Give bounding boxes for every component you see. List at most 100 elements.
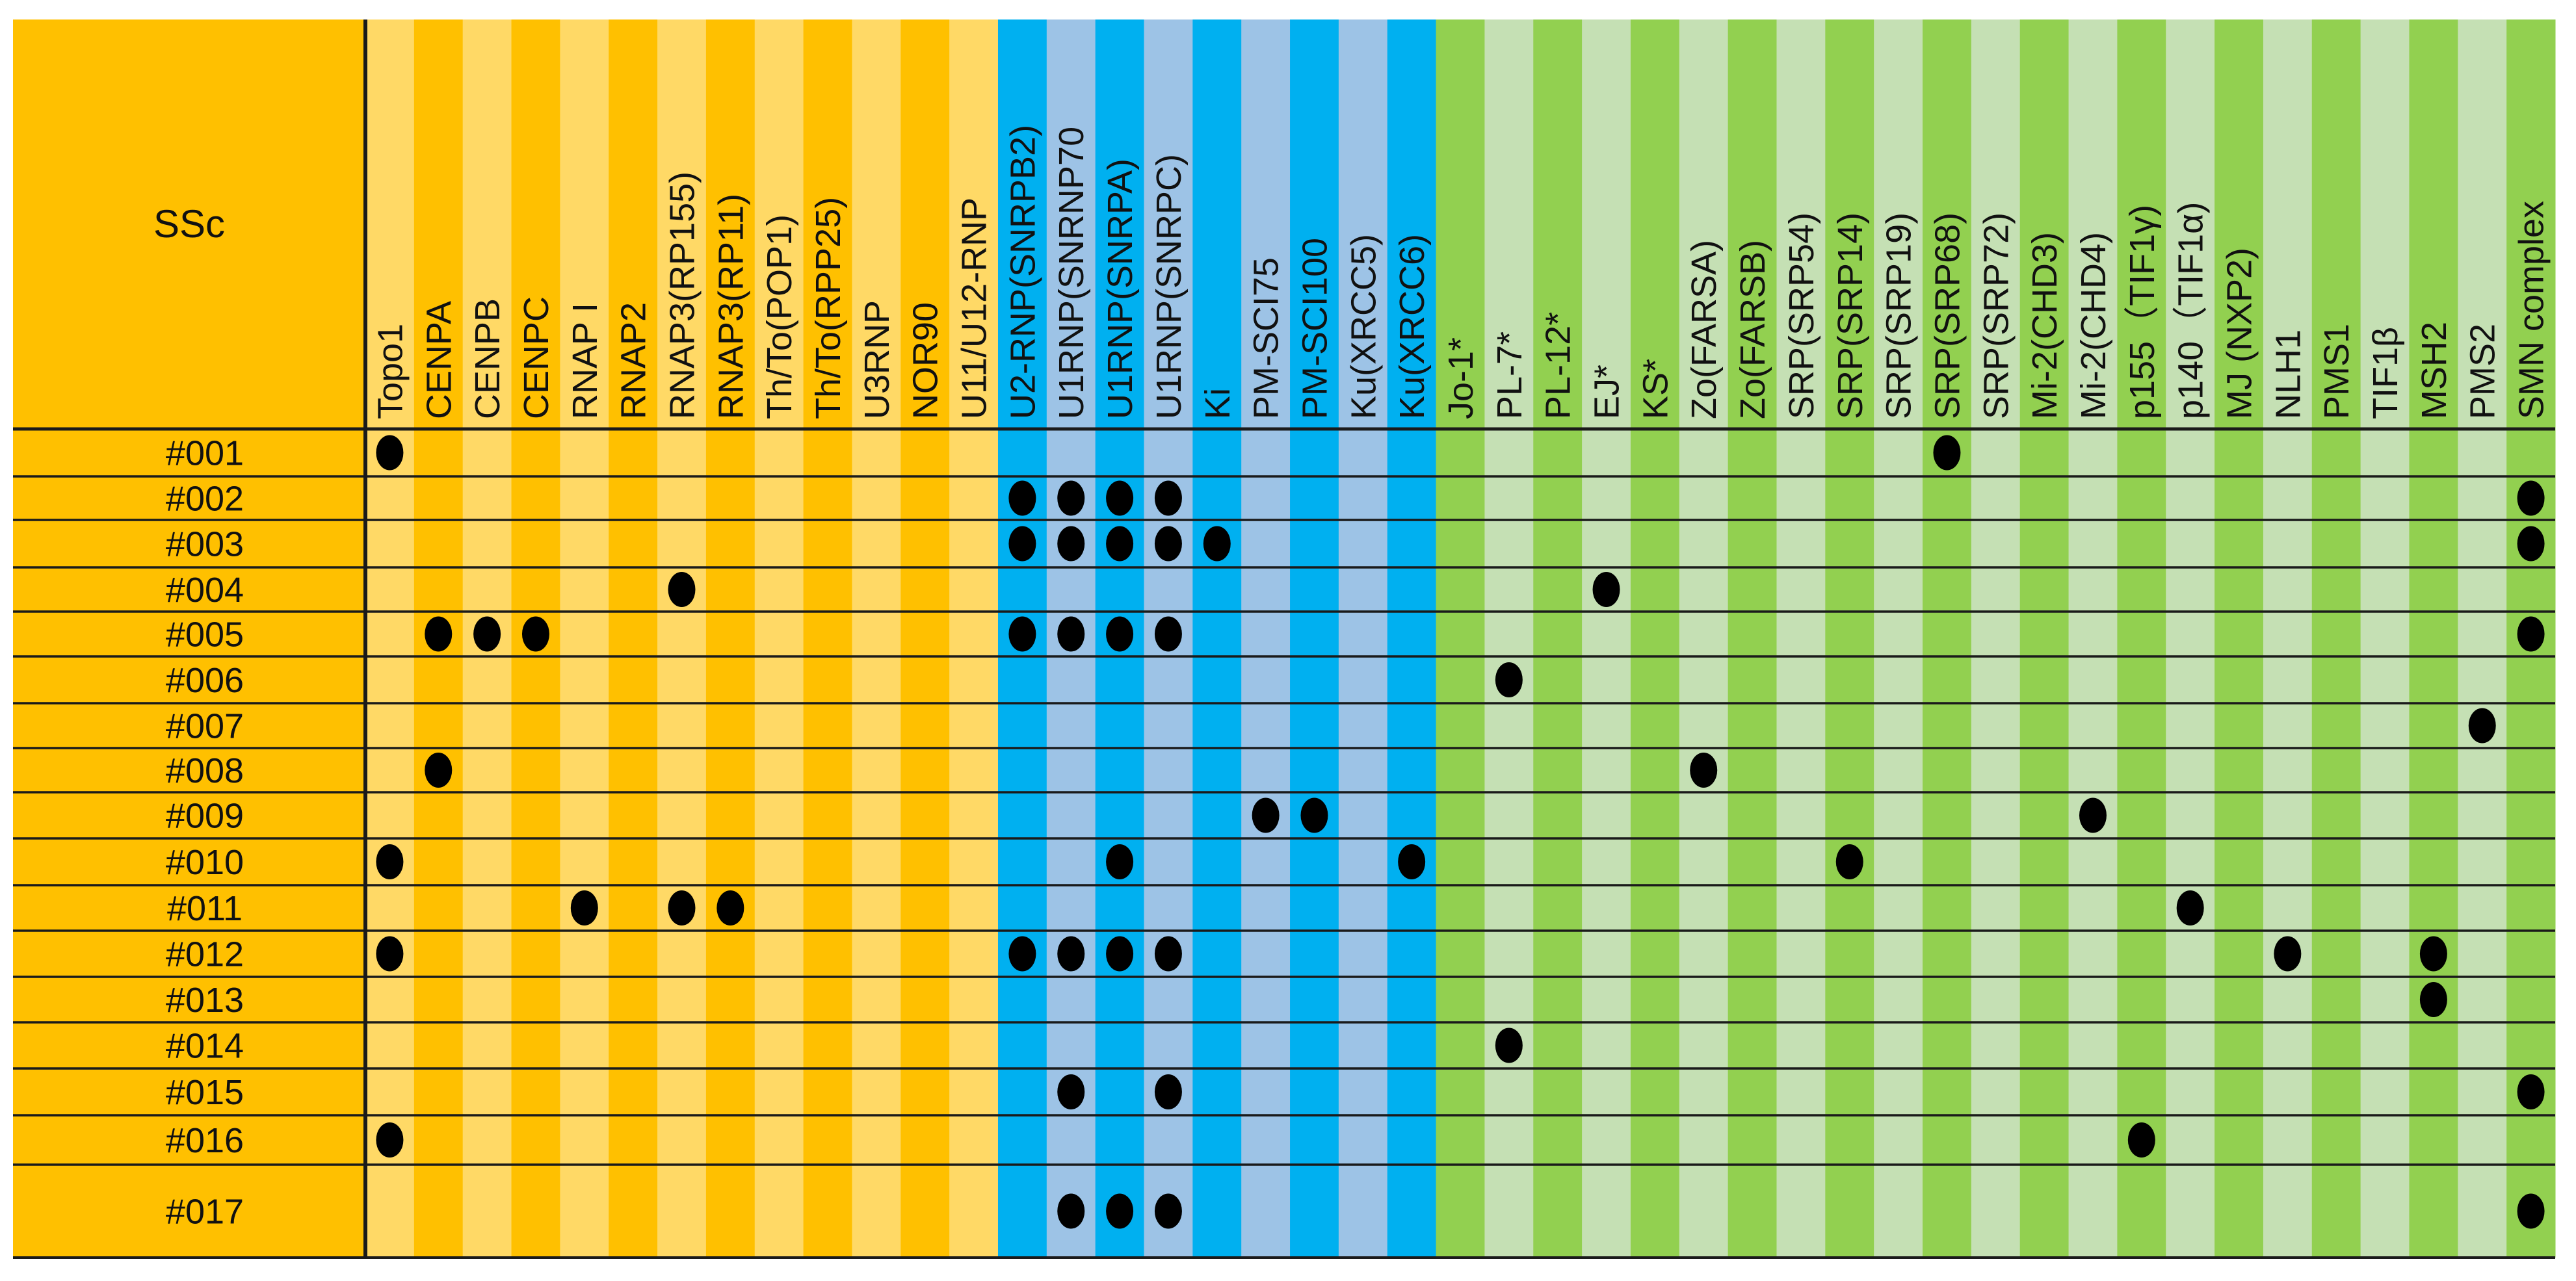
positive-dot <box>425 753 453 788</box>
column-label: U1RNP(SNRPA) <box>1101 159 1140 419</box>
positive-dot <box>1106 480 1134 516</box>
positive-dot <box>668 572 696 607</box>
column-label: p140（TIF1α) <box>2172 202 2211 419</box>
row-label: #001 <box>166 434 244 473</box>
positive-dot <box>1106 616 1134 652</box>
column-labels: Topo1 CENPA CENPB CENPC RNAP I RNAP2 RNAP3(RP1… <box>371 125 2551 419</box>
column-label: PL-7* <box>1490 331 1529 419</box>
positive-dot <box>1057 616 1085 652</box>
column-label: CENPA <box>419 301 458 419</box>
column-bg-u3rnp <box>852 19 901 1258</box>
column-label: MSH2 <box>2415 322 2454 419</box>
column-label: U2-RNP(SNRPB2) <box>1003 125 1042 419</box>
positive-dot <box>2517 526 2545 562</box>
row-label: #014 <box>166 1027 244 1066</box>
column-bg-pl-7- <box>1484 19 1534 1258</box>
positive-dot <box>1106 844 1134 879</box>
column-label: SRP(SRP68) <box>1928 213 1967 419</box>
column-label: SRP(SRP54) <box>1782 213 1821 419</box>
column-label: RNAP2 <box>614 302 653 419</box>
row-label: #015 <box>166 1073 244 1112</box>
positive-dot <box>2274 936 2302 972</box>
column-label: U11/U12-RNP <box>955 198 994 419</box>
positive-dot <box>2176 890 2204 925</box>
positive-dot <box>1008 480 1036 516</box>
positive-dot <box>1106 936 1134 972</box>
column-label: SRP(SRP19) <box>1880 213 1919 419</box>
column-label: Mi-2(CHD3) <box>2025 232 2064 419</box>
column-bg-rnap2 <box>609 19 658 1258</box>
column-bg-ki <box>1192 19 1242 1258</box>
column-label: Ku(XRCC6) <box>1393 234 1432 419</box>
positive-dot <box>2468 708 2496 744</box>
row-label: #007 <box>166 707 244 746</box>
row-label: #002 <box>166 480 244 519</box>
column-label: Ki <box>1198 388 1237 419</box>
column-label: SRP(SRP72) <box>1977 213 2016 419</box>
column-bg-mj-nxp2- <box>2215 19 2264 1258</box>
positive-dot <box>1154 616 1182 652</box>
positive-dot <box>2517 480 2545 516</box>
positive-dot <box>376 1122 404 1158</box>
column-label: NLH1 <box>2268 330 2307 419</box>
positive-dot <box>1008 936 1036 972</box>
column-bg-ku-xrcc6- <box>1387 19 1437 1258</box>
column-label: CENPC <box>517 296 556 419</box>
column-label: Jo-1* <box>1441 337 1480 419</box>
column-bg-pm-sci100 <box>1290 19 1339 1258</box>
positive-markers <box>376 435 2545 1229</box>
column-label: Zo(FARSB) <box>1733 240 1772 419</box>
corner-label: SSc <box>153 202 225 246</box>
positive-dot <box>1398 844 1426 879</box>
column-bg-rnap3-rp11- <box>705 19 756 1258</box>
column-bg-srp-srp68- <box>1923 19 1972 1258</box>
positive-dot <box>376 435 404 471</box>
positive-dot <box>376 936 404 972</box>
positive-dot <box>1008 616 1036 652</box>
corner-cell-background <box>13 19 365 429</box>
column-label: NOR90 <box>906 302 945 419</box>
row-label: #008 <box>166 751 244 790</box>
row-label: #012 <box>166 935 244 974</box>
positive-dot <box>1154 480 1182 516</box>
positive-dot <box>1252 797 1280 833</box>
column-bg-p140-tif1- <box>2166 19 2215 1258</box>
positive-dot <box>1300 797 1328 833</box>
column-label: U1RNP(SNRNP70 <box>1052 127 1091 419</box>
positive-dot <box>521 616 549 652</box>
column-bg-jo-1- <box>1436 19 1485 1258</box>
column-bg-rnap3-rp155- <box>657 19 707 1258</box>
column-label: Th/To(POP1) <box>760 214 799 419</box>
column-label: U3RNP <box>858 300 897 419</box>
positive-dot <box>1495 1028 1523 1063</box>
column-backgrounds <box>365 19 2556 1258</box>
positive-dot <box>473 616 501 652</box>
positive-dot <box>716 890 744 925</box>
column-label: SRP(SRP14) <box>1831 213 1870 419</box>
positive-dot <box>1057 480 1085 516</box>
column-bg-rnap-i <box>560 19 609 1258</box>
column-bg-tif1- <box>2360 19 2410 1258</box>
column-bg-th-to-pop1- <box>754 19 804 1258</box>
row-label: #005 <box>166 615 244 654</box>
column-bg-pl-12- <box>1533 19 1583 1258</box>
column-bg-zo-farsb- <box>1728 19 1777 1258</box>
positive-dot <box>1057 1193 1085 1229</box>
column-bg-ej- <box>1582 19 1631 1258</box>
column-label: PL-12* <box>1539 312 1578 419</box>
column-label: MJ (NXP2) <box>2220 248 2259 419</box>
positive-dot <box>570 890 598 925</box>
positive-dot <box>2079 797 2107 833</box>
positive-dot <box>1106 1193 1134 1229</box>
positive-dot <box>1057 526 1085 562</box>
column-label: RNAP I <box>566 303 605 419</box>
row-label: #016 <box>166 1121 244 1160</box>
positive-dot <box>1690 753 1718 788</box>
row-labels: #001 #002 #003 #004 #005 #006 #007 #008 #009 #010… <box>13 429 365 1258</box>
column-label: PM-SCI100 <box>1295 238 1334 419</box>
positive-dot <box>1154 936 1182 972</box>
column-label: Mi-2(CHD4) <box>2074 232 2113 419</box>
positive-dot <box>1933 435 1961 471</box>
column-label: Topo1 <box>371 324 410 419</box>
